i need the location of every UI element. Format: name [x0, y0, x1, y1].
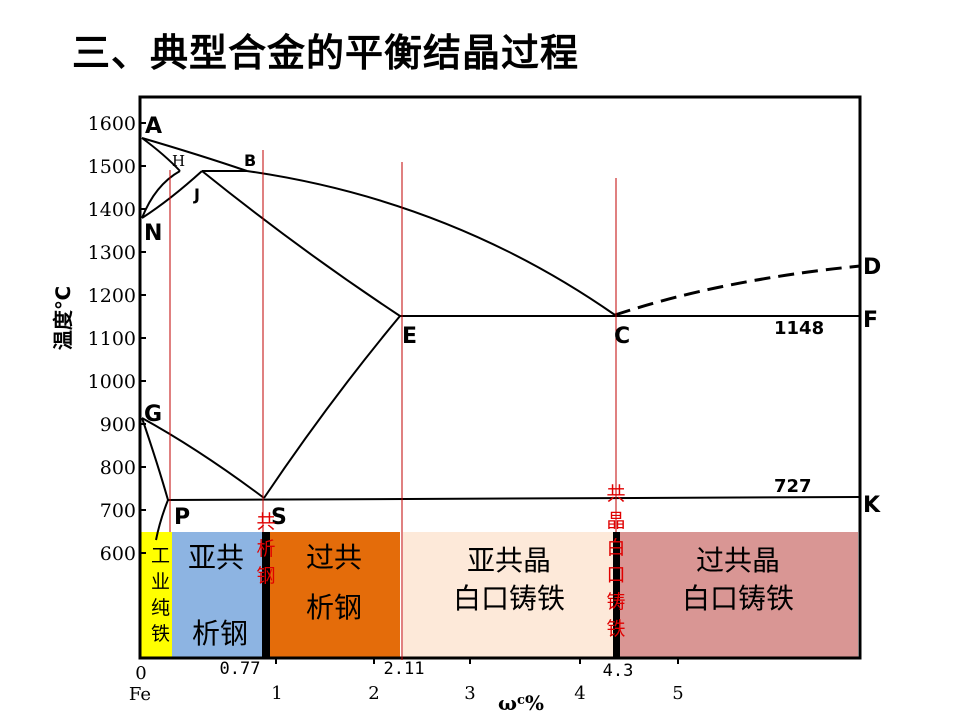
- pure-iron-char-3: 纯: [151, 597, 170, 619]
- x-origin-fe: Fe: [129, 684, 151, 705]
- eutectic-cast-iron-char-6: 铁: [606, 618, 625, 640]
- liquidus-CD-dashed: [614, 264, 861, 317]
- eutectoid-temp-label: 727: [774, 476, 812, 497]
- region-hypo-steel: [172, 532, 262, 658]
- region-hyper-steel: [270, 532, 400, 658]
- point-j-label: J: [193, 185, 200, 204]
- plot-frame: [138, 95, 862, 660]
- eutectic-cast-iron-char-5: 铸: [606, 591, 625, 613]
- y-tick-600: 600: [100, 543, 136, 565]
- y-tick-1600: 1600: [88, 113, 136, 135]
- point-e-label: E: [402, 324, 417, 349]
- eutectoid-steel-char-3: 钢: [256, 565, 275, 587]
- y-tick-800: 800: [100, 457, 136, 479]
- liquidus-BC: [246, 170, 616, 316]
- x-tick-4: 4: [574, 683, 585, 704]
- x-tick-1: 1: [271, 683, 282, 704]
- point-s-label: S: [271, 505, 287, 530]
- pure-iron-char-2: 业: [151, 571, 170, 593]
- y-tick-900: 900: [100, 414, 136, 436]
- eutectic-cast-iron-char-4: 口: [606, 564, 625, 586]
- x-tick-3: 3: [464, 683, 475, 704]
- line-JN: [141, 170, 203, 219]
- x-tick-4-3: 4.3: [603, 661, 634, 681]
- point-c-label: C: [614, 324, 630, 349]
- a3-line-GS: [141, 417, 265, 499]
- point-h-label: H: [172, 152, 185, 170]
- hyper-cast-iron-line-2: 白口铸铁: [682, 582, 794, 615]
- liquidus-AB: [141, 137, 248, 172]
- eutectoid-steel-char-2: 析: [256, 538, 275, 560]
- hypo-cast-iron-line-2: 白口铸铁: [453, 582, 565, 615]
- x-tick-5: 5: [672, 683, 683, 704]
- eutectoid-steel-char-1: 共: [256, 511, 275, 533]
- point-d-label: D: [863, 255, 881, 280]
- eutectic-cast-iron-char-3: 白: [606, 537, 625, 559]
- hypo-steel-line-1: 亚共: [188, 541, 244, 574]
- point-f-label: F: [863, 308, 878, 333]
- x-tick-2: 2: [368, 683, 379, 704]
- hyper-cast-iron-line-1: 过共晶: [696, 544, 780, 577]
- pure-iron-char-4: 铁: [151, 623, 170, 645]
- phase-lines: [141, 137, 861, 541]
- x-tick-0-77: 0.77: [220, 659, 261, 679]
- y-tick-1400: 1400: [88, 199, 136, 221]
- eutectic-cast-iron-char-1: 共: [606, 483, 625, 505]
- x-tick-2-11: 2.11: [384, 659, 425, 679]
- point-n-label: N: [144, 221, 162, 246]
- eutectic-cast-iron-bar: [613, 532, 620, 658]
- y-tick-1100: 1100: [88, 328, 136, 350]
- line-HN: [141, 170, 181, 219]
- line-PQ: [155, 499, 169, 541]
- y-axis-label: 温度℃: [51, 286, 75, 350]
- point-b-label: B: [244, 151, 256, 170]
- point-a-label: A: [145, 114, 162, 139]
- eutectoid-steel-bar: [262, 532, 270, 658]
- hyper-steel-line-1: 过共: [306, 541, 362, 574]
- x-tick-marks: [275, 658, 679, 664]
- eutectic-cast-iron-char-2: 晶: [606, 510, 625, 532]
- acm-line-ES: [263, 315, 401, 499]
- solidus-JE: [201, 170, 401, 317]
- composition-marker-lines: [169, 150, 617, 660]
- solidus-AH: [141, 137, 181, 172]
- eutectoid-line-PSK: [167, 496, 861, 501]
- y-tick-700: 700: [100, 500, 136, 522]
- region-hypo-cast-iron: [403, 532, 613, 658]
- page-title: 三、典型合金的平衡结晶过程: [72, 31, 580, 75]
- point-p-label: P: [174, 505, 190, 530]
- point-g-label: G: [144, 402, 162, 427]
- x-tick-0: 0: [135, 663, 146, 684]
- hyper-steel-line-2: 析钢: [306, 591, 362, 624]
- x-axis-label: ωc%: [498, 691, 544, 715]
- point-k-label: K: [863, 493, 881, 518]
- y-tick-1200: 1200: [88, 285, 136, 307]
- eutectic-temp-label: 1148: [774, 318, 824, 339]
- pure-iron-char-1: 工: [151, 545, 170, 567]
- region-hyper-cast-iron: [620, 532, 858, 658]
- y-tick-1300: 1300: [88, 242, 136, 264]
- y-tick-1000: 1000: [88, 371, 136, 393]
- hypo-steel-line-2: 析钢: [192, 617, 248, 650]
- x-axis-label-omega: ω: [498, 691, 517, 715]
- y-tick-1500: 1500: [88, 156, 136, 178]
- x-axis-label-sub: c: [517, 693, 525, 708]
- hypo-cast-iron-line-1: 亚共晶: [467, 544, 551, 577]
- line-GP: [141, 417, 169, 501]
- x-axis-label-suffix: %: [525, 691, 544, 715]
